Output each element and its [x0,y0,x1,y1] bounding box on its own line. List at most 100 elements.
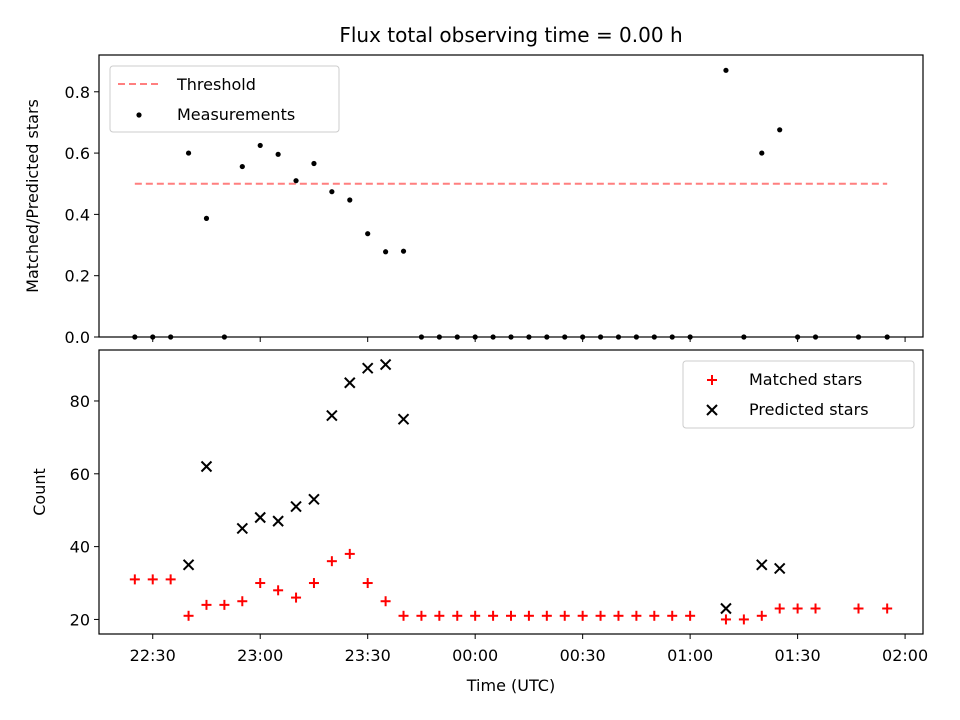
matched-star-point-23 [541,610,552,621]
predicted-star-point-11 [397,413,410,425]
matched-star-point-1 [147,574,158,585]
top-ytick-label-3: 0.6 [65,144,90,163]
matched-star-point-38 [853,603,864,614]
matched-star-point-28 [631,610,642,621]
matched-star-point-25 [577,610,588,621]
top-ytick-label-4: 0.8 [65,83,90,102]
predicted-star-point-1-b [200,460,213,473]
xtick-label-1: 23:00 [237,646,283,665]
predicted-star-point-5-b [290,500,302,513]
matched-star-point-16 [416,610,427,621]
matched-star-point-31 [685,610,696,621]
xtick-label-6: 01:30 [775,646,821,665]
bottom-ytick-label-1: 40 [70,538,90,557]
predicted-star-point-7-b [326,409,338,422]
predicted-legend-cross-b [706,404,718,416]
predicted-star-point-0 [182,559,195,571]
measurement-point-9 [293,178,299,184]
bottom-ytick-label-3: 80 [70,392,90,411]
x-axis-label: Time (UTC) [466,676,555,695]
matched-stars-legend-label: Matched stars [749,370,862,389]
measurement-point-35 [777,127,783,133]
predicted-star-point-14-b [773,562,786,575]
matched-star-point-14 [380,596,391,607]
matched-star-point-18 [452,610,463,621]
predicted-star-point-9 [361,362,374,374]
predicted-star-point-2 [236,522,249,535]
matched-legend-plus [707,375,717,385]
measurement-point-11 [329,189,335,195]
matched-star-point-8 [273,585,284,596]
measurement-point-3 [185,150,192,156]
predicted-legend-cross [706,404,718,416]
matched-star-point-22 [523,610,534,621]
predicted-star-point-8-b [344,377,356,389]
matched-star-point-13 [362,578,373,589]
predicted-star-point-4-b [272,515,284,527]
predicted-star-point-2-b [236,522,249,535]
predicted-star-point-14 [773,562,786,575]
xtick-label-7: 02:00 [882,646,928,665]
bottom-axes-frame [98,349,924,635]
matched-star-point-30 [667,610,678,621]
bottom-legend-frame [682,360,915,429]
matched-star-point-27 [613,610,624,621]
predicted-star-point-6-b [308,493,320,505]
predicted-star-point-6 [308,493,320,505]
bottom-legend: Matched stars Predicted stars [682,360,915,429]
threshold-legend-label: Threshold [176,75,256,94]
matched-star-point-7 [255,578,266,589]
measurement-point-7 [257,142,263,149]
matched-star-point-21 [506,610,516,621]
predicted-star-point-1 [200,460,213,473]
top-y-axis-label: Matched/Predicted stars [23,99,42,293]
bottom-y-axis-label: Count [30,468,49,516]
predicted-star-point-8 [344,377,356,389]
xtick-label-2: 23:30 [345,646,391,665]
measurement-point-6 [239,163,245,170]
predicted-star-point-3 [254,511,266,524]
top-ytick-label-2: 0.4 [65,205,90,224]
top-axes-frame [98,54,924,338]
predicted-star-point-4 [272,515,284,527]
predicted-star-point-10 [379,358,392,371]
axes: 0.0 0.2 0.4 0.6 0.8 20 40 60 80 22:30 23:00 23:30 00… [65,54,928,665]
matched-star-point-2 [165,574,176,585]
top-ytick-label-0: 0.0 [65,328,90,347]
xtick-label-4: 00:30 [560,646,606,665]
measurements-legend-label: Measurements [177,105,295,124]
top-chart-title: Flux total observing time = 0.00 h [339,23,682,47]
measurement-point-34 [759,150,765,156]
matched-star-point-6 [237,596,248,607]
predicted-star-point-7 [326,409,338,422]
matched-star-point-37 [810,603,821,614]
predicted-stars-legend-label: Predicted stars [749,400,869,419]
measurements-legend-symbol [136,112,142,118]
measurement-point-10 [311,160,317,167]
matched-star-point-34 [756,610,767,621]
matched-star-point-26 [595,610,606,621]
measurement-point-8 [275,151,281,157]
predicted-star-point-12-b [720,602,732,615]
predicted-star-point-9-b [361,362,374,374]
predicted-star-point-12 [720,602,732,615]
top-legend: Threshold Measurements [109,65,340,133]
predicted-star-point-0-b [182,559,195,571]
matched-star-point-15 [398,610,409,621]
measurement-point-32 [723,67,729,73]
predicted-star-point-10-b [379,358,392,371]
predicted-star-point-5 [290,500,302,513]
matched-star-point-35 [774,603,785,614]
xtick-label-5: 01:00 [667,646,713,665]
matched-star-point-4 [201,599,212,610]
predicted-star-point-11-b [397,413,410,425]
predicted-star-point-13 [756,559,768,571]
matched-star-point-32 [720,614,731,625]
matched-star-point-24 [559,610,570,621]
bottom-plot-marks [129,358,893,625]
measurement-point-14 [383,249,389,255]
matched-star-point-12 [344,548,355,559]
predicted-star-point-3-b [254,511,266,524]
matched-star-point-3 [183,610,194,621]
